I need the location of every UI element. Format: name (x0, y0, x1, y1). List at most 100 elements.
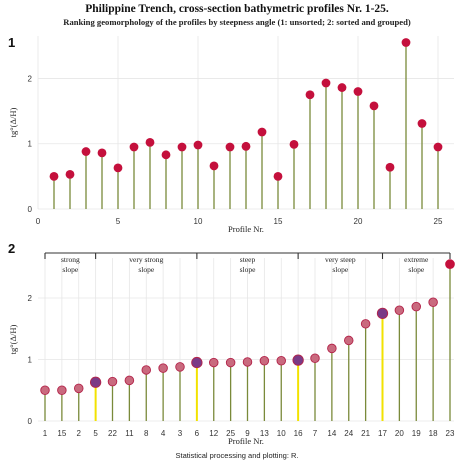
data-point (89, 376, 102, 388)
data-point (369, 101, 379, 111)
y-tick-label: 0 (28, 417, 33, 426)
group-label: slope (138, 265, 155, 274)
data-point (225, 357, 236, 368)
x-tick-label: 0 (36, 217, 41, 226)
x-tick-label: 20 (395, 429, 404, 438)
x-tick-label: 23 (446, 429, 455, 438)
panel-label-1: 1 (8, 35, 15, 50)
y-tick-label: 1 (28, 140, 33, 149)
panel-2-sorted: 21 15 2 5 22 11 8 4 3 6 12 25 9 13 10 16 7 14 24 21 17 20 19 18… (8, 241, 455, 446)
data-point (161, 150, 171, 160)
group-label: slope (62, 265, 79, 274)
data-point (273, 171, 283, 181)
x-tick-label: 11 (125, 429, 134, 438)
data-point (57, 385, 67, 395)
data-point (65, 170, 75, 179)
data-point (401, 38, 411, 47)
x-tick-label: 19 (412, 429, 421, 438)
x-tick-label: 18 (429, 429, 438, 438)
data-point (353, 87, 363, 96)
panel-label-2: 2 (8, 241, 15, 256)
y-axis-label: tg°(Δ/H) (8, 325, 18, 355)
x-tick-label: 1 (43, 429, 48, 438)
data-point (428, 297, 438, 308)
x-tick-label: 17 (378, 429, 387, 438)
data-point (141, 365, 151, 375)
x-tick-label: 25 (226, 429, 235, 438)
group-label: steep (240, 255, 256, 264)
x-axis-label: Profile Nr. (228, 436, 264, 446)
x-tick-label: 15 (57, 429, 66, 438)
data-point (289, 139, 299, 149)
data-point (360, 319, 371, 329)
group-label: strong (61, 255, 80, 264)
data-point (242, 357, 253, 367)
x-tick-label: 6 (195, 429, 200, 438)
data-point (177, 142, 187, 152)
group-label: extreme (404, 255, 429, 264)
group-label: very steep (325, 255, 356, 264)
data-point (276, 355, 287, 366)
x-tick-label: 8 (144, 429, 149, 438)
data-point (241, 141, 251, 151)
data-point (49, 171, 59, 181)
data-point (394, 305, 405, 316)
data-point (225, 142, 235, 152)
data-point (208, 357, 219, 368)
x-tick-label: 12 (209, 429, 218, 438)
y-tick-label: 2 (28, 74, 33, 83)
chart-subtitle: Ranking geomorphology of the profiles by… (63, 17, 411, 27)
x-tick-label: 2 (77, 429, 82, 438)
x-tick-label: 4 (161, 429, 166, 438)
data-point (124, 375, 135, 386)
data-point (158, 363, 168, 373)
x-tick-label: 7 (313, 429, 318, 438)
x-tick-label: 5 (93, 429, 98, 438)
x-tick-label: 25 (434, 217, 443, 226)
x-tick-label: 14 (327, 429, 336, 438)
x-tick-label: 24 (344, 429, 353, 438)
group-label: slope (408, 265, 425, 274)
data-point (292, 354, 304, 366)
y-tick-label: 2 (28, 294, 33, 303)
data-point (209, 161, 219, 171)
x-tick-label: 5 (116, 217, 121, 226)
group-label: slope (240, 265, 257, 274)
x-tick-label: 10 (277, 429, 286, 438)
data-point (97, 148, 107, 158)
group-label: very strong (129, 255, 163, 264)
data-point (445, 259, 455, 270)
x-tick-label: 3 (178, 429, 183, 438)
data-point (129, 142, 139, 152)
x-axis-label: Profile Nr. (228, 224, 264, 234)
y-tick-label: 1 (28, 355, 33, 364)
data-point (257, 127, 267, 137)
data-point (376, 307, 389, 320)
data-point (145, 138, 155, 147)
data-point (385, 162, 395, 172)
data-point (259, 355, 270, 366)
data-point (344, 335, 354, 346)
data-point (310, 353, 320, 364)
data-point (107, 376, 118, 387)
data-point (321, 78, 331, 88)
y-axis-label: tg°(Δ/H) (8, 108, 18, 138)
data-point (411, 301, 422, 312)
chart-title: Philippine Trench, cross-section bathyme… (85, 3, 389, 15)
x-tick-label: 16 (294, 429, 303, 438)
data-point (433, 142, 443, 152)
group-label: slope (332, 265, 349, 274)
y-tick-label: 0 (28, 205, 33, 214)
data-point (337, 83, 347, 92)
x-tick-label: 10 (194, 217, 203, 226)
x-tick-label: 9 (245, 429, 250, 438)
data-point (81, 147, 91, 156)
x-tick-label: 15 (274, 217, 283, 226)
data-point (417, 119, 427, 128)
chart-caption: Statistical processing and plotting: R. (175, 451, 299, 460)
x-tick-label: 20 (354, 217, 363, 226)
data-point (193, 140, 203, 150)
data-point (327, 343, 337, 354)
